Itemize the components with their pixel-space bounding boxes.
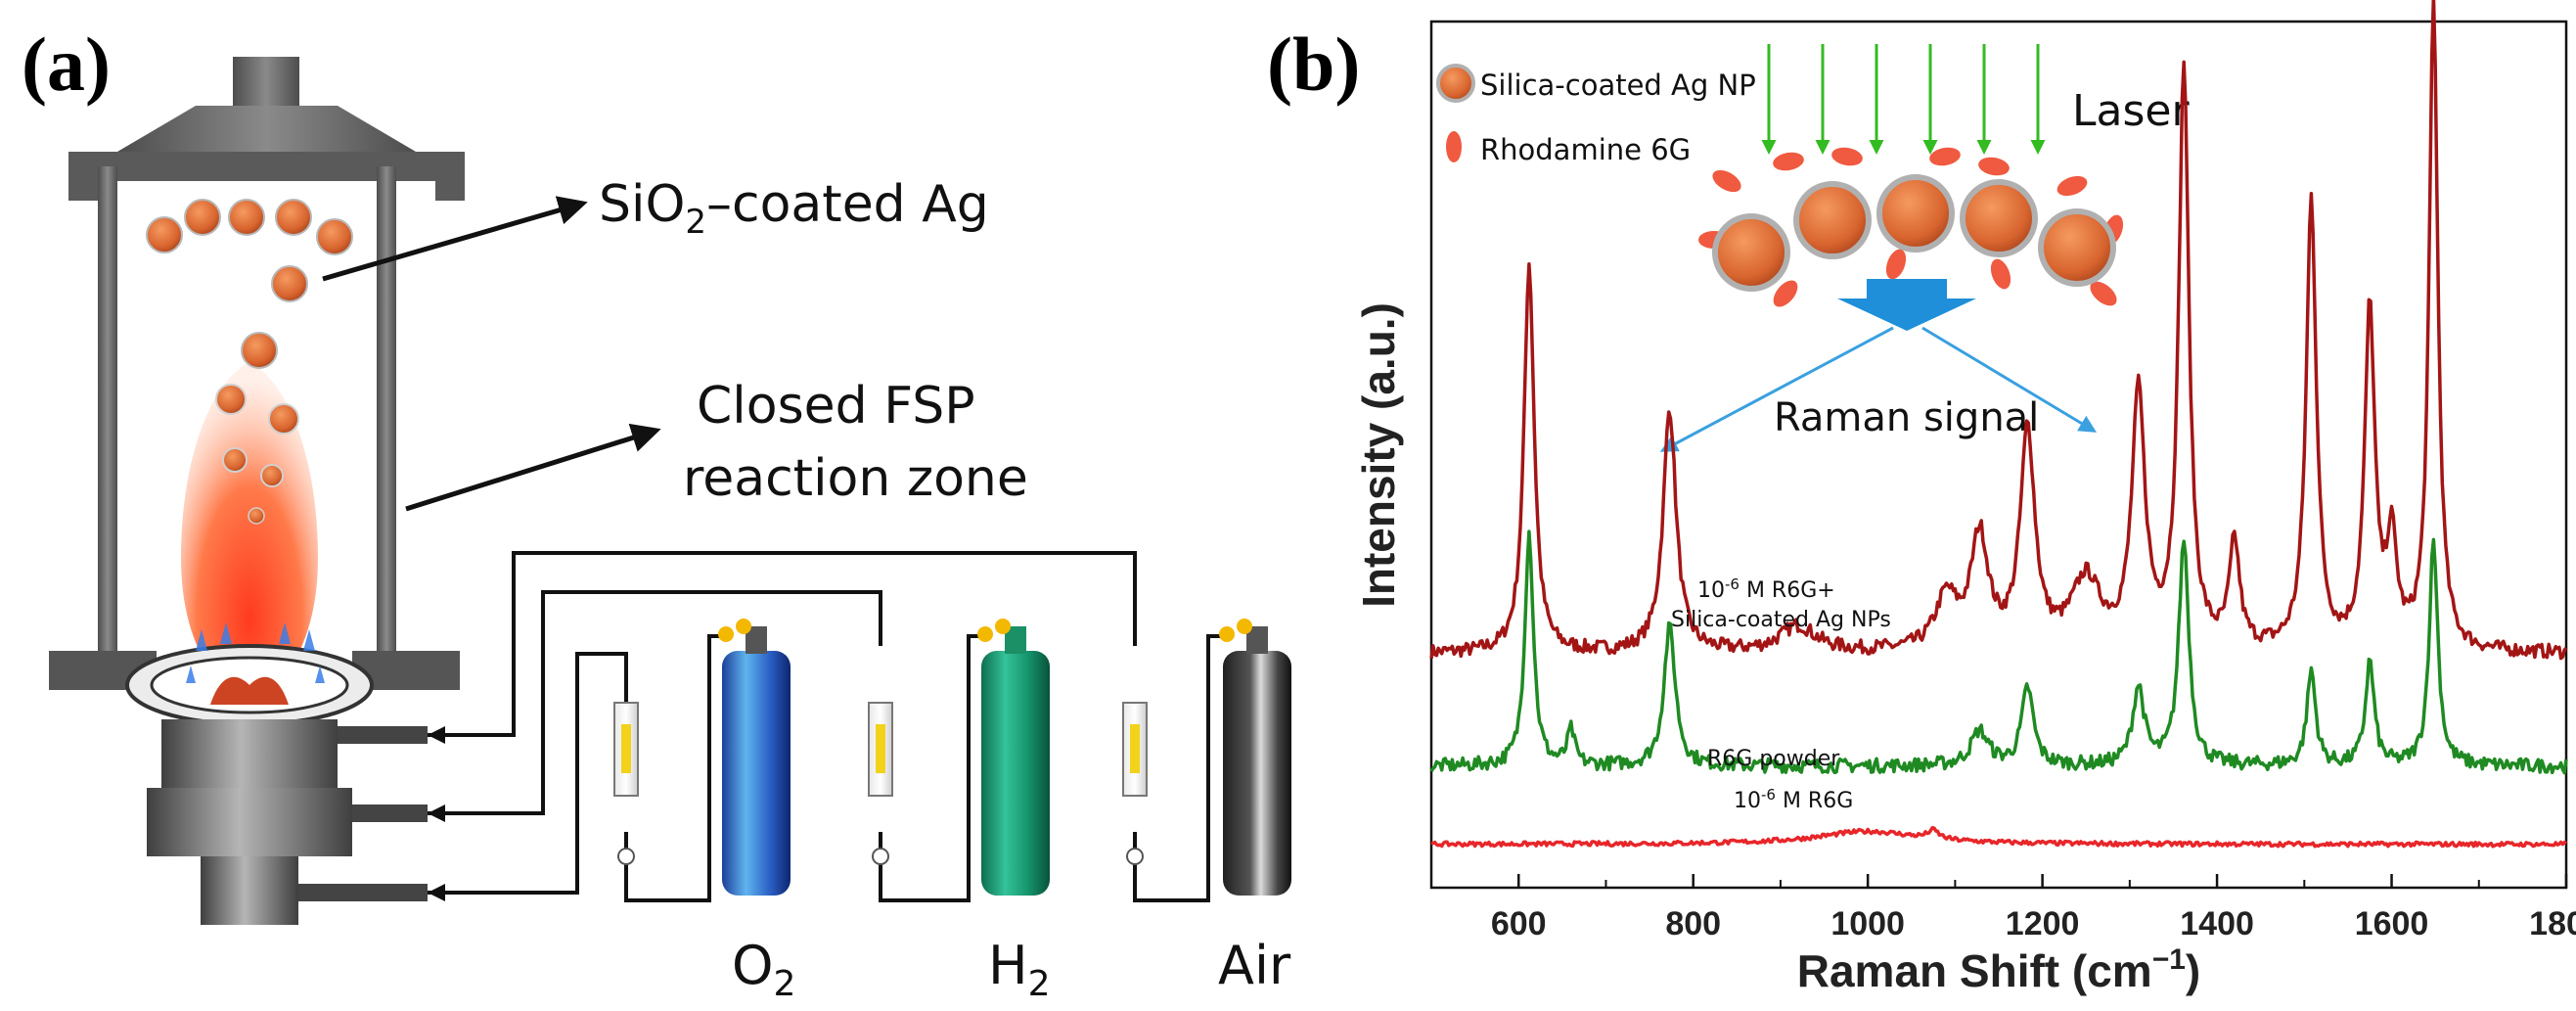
gas-lines	[428, 551, 1223, 902]
air-label: Air	[1218, 935, 1291, 996]
legend-np-label: Silica-coated Ag NP	[1480, 69, 1756, 102]
panel-a: (a)	[22, 22, 1291, 1004]
series-1-label-line2: Silica-coated Ag NPs	[1671, 608, 1891, 632]
spectrum-series-3	[1430, 825, 2567, 849]
burner	[125, 622, 428, 925]
panel-b-label: (b)	[1267, 22, 1360, 107]
sio2-coated-ag-label: SiO2–coated Ag	[599, 175, 989, 242]
legend: Silica-coated Ag NP Rhodamine 6G	[1436, 64, 1756, 166]
spectra	[1429, 0, 2568, 849]
y-axis-title: Intensity (a.u.)	[1353, 302, 1404, 608]
scatter-down-arrow	[1837, 279, 1976, 331]
panel-a-label: (a)	[22, 22, 111, 107]
x-tick-label: 1800	[2529, 905, 2576, 942]
furnace-body	[49, 166, 460, 690]
plot-frame	[1429, 20, 2568, 890]
series-2-label: R6G powder	[1707, 747, 1840, 771]
panel-b: (b) Silica-coated Ag NP Rhodamine 6G Las…	[1267, 0, 2576, 996]
x-tick-label: 1400	[2180, 905, 2254, 942]
legend-np-marker	[1436, 64, 1475, 103]
x-tick-label: 1600	[2355, 905, 2429, 942]
series-3-label: 10-6 M R6G	[1734, 786, 1853, 813]
series-1-label-line1: 10-6 M R6G+	[1697, 575, 1835, 603]
legend-r6g-marker	[1446, 131, 1462, 162]
raman-arrow-left	[1659, 326, 1894, 452]
o2-label: O2	[732, 935, 795, 1004]
silica-coated-ag-particles	[146, 199, 353, 525]
x-axis-title: Raman Shift (cm−1)	[1797, 943, 2201, 996]
air-cylinder	[1219, 619, 1291, 896]
x-tick-label: 600	[1491, 905, 1547, 942]
sio2-pointer-arrow	[322, 196, 588, 282]
furnace-chimney	[68, 57, 465, 201]
fsp-label-line2: reaction zone	[683, 449, 1028, 508]
raman-arrow-right	[1921, 326, 2098, 433]
fsp-label-line1: Closed FSP	[697, 377, 975, 436]
flame	[181, 362, 318, 705]
o2-cylinder	[718, 619, 791, 896]
h2-cylinder	[977, 619, 1050, 896]
spectrum-series-1	[1429, 0, 2568, 661]
x-axis-ticks: 600 800 1000 1200 1400 1600 1800	[1430, 874, 2576, 942]
raman-signal-label: Raman signal	[1774, 395, 2039, 440]
spectrum-series-2	[1429, 529, 2568, 775]
x-tick-label: 1200	[2006, 905, 2080, 942]
fsp-pointer-arrow	[405, 423, 661, 512]
x-tick-label: 1000	[1830, 905, 1905, 942]
x-tick-label: 800	[1665, 905, 1721, 942]
particle-chain-inset	[1698, 147, 2124, 307]
h2-label: H2	[988, 935, 1051, 1004]
flow-meters	[613, 702, 1148, 865]
legend-r6g-label: Rhodamine 6G	[1480, 133, 1691, 166]
laser-label: Laser	[2072, 86, 2190, 136]
laser-arrows	[1761, 44, 2046, 155]
